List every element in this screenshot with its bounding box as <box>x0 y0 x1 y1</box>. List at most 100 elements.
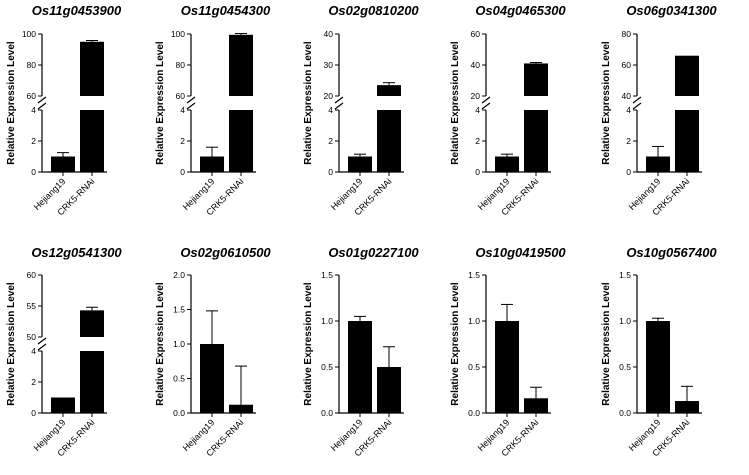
bar <box>646 321 670 413</box>
y-tick-label: 2 <box>328 136 333 146</box>
bar <box>348 321 372 413</box>
bar <box>348 156 372 172</box>
y-tick-label: 0.5 <box>619 362 631 372</box>
y-axis-label: Relative Expression Level <box>601 282 612 406</box>
y-tick-label: 0.0 <box>468 408 480 418</box>
y-tick-label: 0.5 <box>468 362 480 372</box>
axis-break-mark <box>37 337 47 345</box>
bar <box>646 156 670 172</box>
y-axis-label: Relative Expression Level <box>450 282 461 406</box>
bar <box>229 404 253 413</box>
y-tick-label: 1.0 <box>619 316 631 326</box>
y-axis-label: Relative Expression Level <box>303 41 314 165</box>
axis-break-mark <box>481 102 491 110</box>
chart-title: Os11g0454300 <box>181 3 271 18</box>
y-axis-label: Relative Expression Level <box>601 41 612 165</box>
chart-title: Os11g0453900 <box>32 3 122 18</box>
bar <box>524 63 548 96</box>
axis-break-mark <box>632 96 642 104</box>
y-tick-label: 0.5 <box>173 374 185 384</box>
bar <box>495 321 519 413</box>
y-tick-label: 2 <box>475 136 480 146</box>
y-axis-label: Relative Expression Level <box>155 282 166 406</box>
y-tick-label: 4 <box>31 346 36 356</box>
y-tick-label: 20 <box>324 91 334 101</box>
y-tick-label: 100 <box>22 29 36 39</box>
y-tick-label: 60 <box>176 91 186 101</box>
y-tick-label: 60 <box>471 29 481 39</box>
y-tick-label: 4 <box>31 105 36 115</box>
y-axis-label: Relative Expression Level <box>450 41 461 165</box>
y-tick-label: 2.0 <box>173 270 185 280</box>
axis-break-mark <box>481 96 491 104</box>
chart-title: Os06g0341300 <box>626 3 717 18</box>
y-tick-label: 4 <box>626 105 631 115</box>
y-tick-label: 0 <box>328 167 333 177</box>
y-tick-label: 60 <box>622 60 632 70</box>
y-tick-label: 0.0 <box>619 408 631 418</box>
y-tick-label: 0.5 <box>321 362 333 372</box>
y-tick-label: 2 <box>31 377 36 387</box>
bar <box>495 156 519 172</box>
y-tick-label: 60 <box>27 91 37 101</box>
y-tick-label: 0.0 <box>173 408 185 418</box>
y-tick-label: 2 <box>626 136 631 146</box>
y-tick-label: 1.0 <box>173 339 185 349</box>
y-tick-label: 80 <box>622 29 632 39</box>
chart-title: Os01g0227100 <box>328 245 419 260</box>
y-tick-label: 1.5 <box>619 270 631 280</box>
y-tick-label: 40 <box>324 29 334 39</box>
bar-lower-segment <box>377 110 401 172</box>
y-tick-label: 55 <box>27 301 37 311</box>
axis-break-mark <box>37 96 47 104</box>
chart-title: Os02g0810200 <box>328 3 419 18</box>
axis-break-mark <box>186 102 196 110</box>
y-tick-label: 4 <box>328 105 333 115</box>
bar <box>80 41 104 96</box>
chart-title: Os10g0567400 <box>626 245 717 260</box>
y-axis-label: Relative Expression Level <box>155 41 166 165</box>
y-tick-label: 100 <box>171 29 185 39</box>
y-tick-label: 0 <box>180 167 185 177</box>
bar <box>229 34 253 96</box>
axis-break-mark <box>334 102 344 110</box>
y-tick-label: 0 <box>626 167 631 177</box>
y-tick-label: 80 <box>27 60 37 70</box>
bar-lower-segment <box>229 110 253 172</box>
y-tick-label: 4 <box>475 105 480 115</box>
bar <box>51 397 75 413</box>
y-tick-label: 0 <box>475 167 480 177</box>
y-tick-label: 1.5 <box>321 270 333 280</box>
bar <box>200 156 224 172</box>
y-axis-label: Relative Expression Level <box>303 282 314 406</box>
bar <box>51 156 75 172</box>
chart-title: Os10g0419500 <box>475 245 566 260</box>
y-tick-label: 30 <box>324 60 334 70</box>
y-tick-label: 1.5 <box>173 305 185 315</box>
bar <box>200 344 224 413</box>
axis-break-mark <box>37 343 47 351</box>
y-tick-label: 60 <box>27 270 37 280</box>
bar <box>80 310 104 337</box>
y-tick-label: 40 <box>471 60 481 70</box>
y-axis-label: Relative Expression Level <box>6 282 17 406</box>
axis-break-mark <box>632 102 642 110</box>
y-tick-label: 4 <box>180 105 185 115</box>
axis-break-mark <box>334 96 344 104</box>
bar-lower-segment <box>524 110 548 172</box>
bar <box>377 367 401 413</box>
chart-title: Os12g0541300 <box>31 245 122 260</box>
axis-break-mark <box>186 96 196 104</box>
bar-lower-segment <box>80 110 104 172</box>
y-tick-label: 0 <box>31 408 36 418</box>
y-tick-label: 0 <box>31 167 36 177</box>
